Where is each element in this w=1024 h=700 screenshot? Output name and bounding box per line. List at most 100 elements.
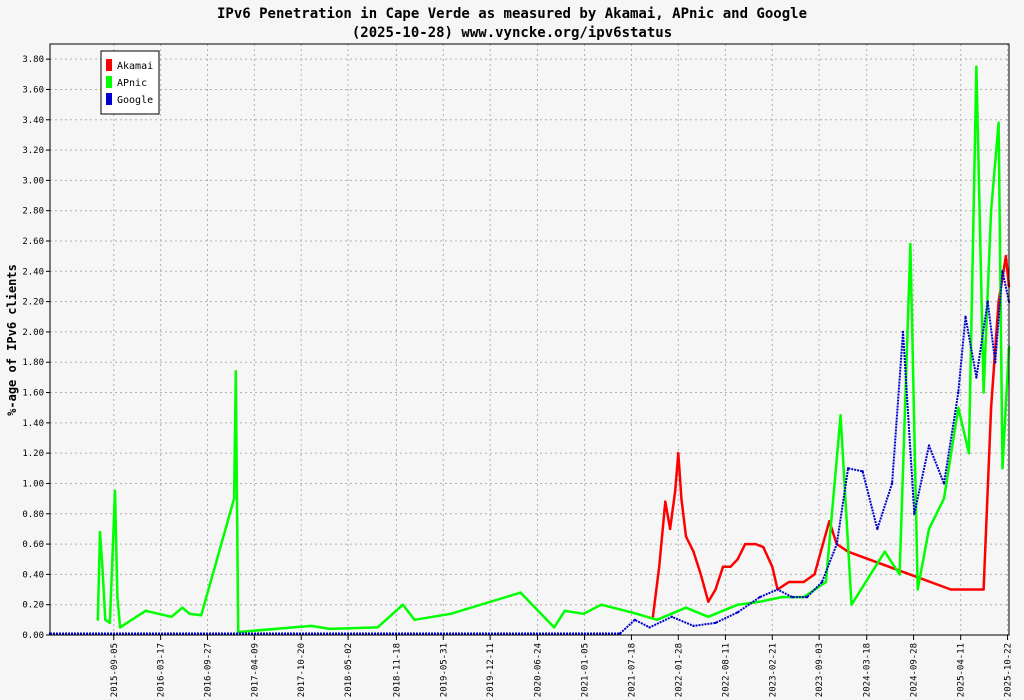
x-tick-label: 2017-04-09 <box>250 643 260 697</box>
data-point-akamai <box>949 588 952 591</box>
y-tick-label: 2.00 <box>22 328 44 338</box>
y-tick-label: 3.00 <box>22 176 44 186</box>
y-tick-label: 3.40 <box>22 116 44 126</box>
x-tick-label: 2024-09-28 <box>910 643 920 697</box>
chart-title: IPv6 Penetration in Cape Verde as measur… <box>217 6 807 22</box>
data-point-google <box>805 595 809 599</box>
data-point-google <box>846 467 850 470</box>
data-point-akamai <box>658 565 661 569</box>
x-tick-label: 2022-01-28 <box>674 643 684 697</box>
y-axis-ticks: 0.00 0.20 0.40 0.60 0.80 1.00 1.20 1.40 1.60 1.80… <box>22 55 50 641</box>
data-point-google <box>820 580 824 584</box>
x-tick-label: 2021-01-05 <box>581 643 591 697</box>
data-point-apnic <box>600 603 603 606</box>
x-tick-label: 2025-04-11 <box>957 643 967 697</box>
data-point-apnic <box>328 627 331 631</box>
data-point-akamai <box>677 451 680 455</box>
data-point-apnic <box>909 242 912 246</box>
data-point-apnic <box>582 612 585 615</box>
data-point-apnic <box>552 626 556 629</box>
x-tick-label: 2016-09-27 <box>203 643 213 697</box>
data-point-apnic <box>234 370 237 373</box>
data-point-apnic <box>839 414 842 417</box>
series-lines <box>48 65 1011 635</box>
data-point-akamai <box>787 580 791 584</box>
data-point-google <box>986 300 989 303</box>
x-axis-ticks: 2015-09-05 2016-03-17 2016-09-27 2017-04-09… <box>110 635 1014 697</box>
y-tick-label: 2.40 <box>22 267 44 277</box>
y-tick-label: 1.80 <box>22 358 44 368</box>
data-point-google <box>957 391 960 394</box>
data-point-google <box>901 330 905 334</box>
data-point-apnic <box>758 600 762 603</box>
data-point-google <box>927 444 931 447</box>
data-point-akamai <box>668 527 672 531</box>
data-point-akamai <box>714 588 717 591</box>
data-point-akamai <box>664 500 667 503</box>
data-point-apnic <box>113 489 117 493</box>
data-point-apnic <box>655 618 659 622</box>
y-tick-label: 1.60 <box>22 389 44 399</box>
data-point-apnic <box>989 209 993 212</box>
data-point-apnic <box>916 588 919 591</box>
chart-subtitle: (2025-10-28) www.vyncke.org/ipv6status <box>352 25 672 41</box>
x-tick-label: 2022-08-11 <box>721 643 731 697</box>
data-point-apnic <box>108 621 112 625</box>
y-tick-label: 0.20 <box>22 601 44 611</box>
data-point-apnic <box>144 609 147 612</box>
data-point-akamai <box>673 489 677 493</box>
data-point-apnic <box>684 606 688 609</box>
data-point-akamai <box>982 588 985 591</box>
data-point-apnic <box>96 618 100 622</box>
data-point-akamai <box>692 550 695 553</box>
data-point-akamai <box>1004 254 1008 258</box>
data-point-apnic <box>850 603 853 606</box>
data-point-akamai <box>754 542 758 546</box>
data-point-akamai <box>729 565 732 569</box>
y-tick-label: 0.60 <box>22 540 44 550</box>
data-point-apnic <box>188 612 191 615</box>
data-point-apnic <box>883 550 887 553</box>
data-point-apnic <box>116 595 119 599</box>
data-point-apnic <box>449 612 452 615</box>
y-tick-label: 1.20 <box>22 449 44 459</box>
data-point-akamai <box>680 497 683 500</box>
x-tick-label: 2016-03-17 <box>157 643 167 697</box>
data-point-google <box>618 632 622 635</box>
data-point-apnic <box>967 451 971 455</box>
y-tick-label: 3.60 <box>22 85 44 95</box>
legend-label-apnic: APnic <box>117 78 147 89</box>
data-point-apnic <box>413 618 416 622</box>
y-tick-label: 0.00 <box>22 631 44 641</box>
data-point-akamai <box>684 535 688 538</box>
data-point-apnic <box>101 565 104 569</box>
data-point-apnic <box>232 497 236 500</box>
data-point-akamai <box>828 520 831 523</box>
y-tick-label: 1.00 <box>22 479 44 489</box>
data-point-google <box>890 482 894 485</box>
x-tick-label: 2017-10-20 <box>297 643 307 697</box>
x-tick-label: 2023-02-21 <box>768 643 778 697</box>
data-point-apnic <box>982 391 985 394</box>
data-point-akamai <box>989 406 993 409</box>
y-tick-label: 0.40 <box>22 570 44 580</box>
series-google <box>48 270 1011 635</box>
legend-label-google: Google <box>117 95 153 106</box>
data-point-apnic <box>942 497 946 500</box>
data-point-apnic <box>170 615 173 619</box>
series-line-apnic <box>96 65 1011 634</box>
data-point-google <box>736 611 739 614</box>
data-point-apnic <box>898 573 901 576</box>
y-tick-label: 2.20 <box>22 298 44 308</box>
x-tick-label: 2023-09-03 <box>815 643 825 697</box>
data-point-google <box>633 618 637 622</box>
data-point-google <box>776 588 779 591</box>
data-point-apnic <box>780 595 783 599</box>
data-point-akamai <box>819 550 823 553</box>
y-tick-label: 0.80 <box>22 510 44 520</box>
series-apnic <box>96 65 1011 634</box>
legend-swatch-google <box>106 93 112 105</box>
data-point-apnic <box>118 626 122 629</box>
data-point-google <box>964 315 967 318</box>
